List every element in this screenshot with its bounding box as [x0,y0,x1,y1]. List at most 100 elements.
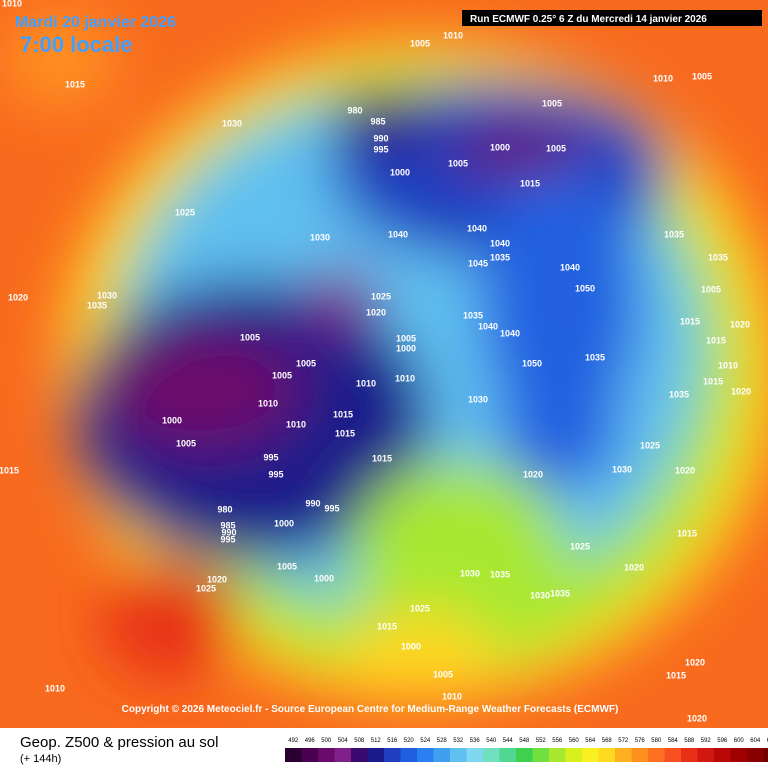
scale-swatch [648,748,665,762]
pressure-label: 1010 [45,683,65,693]
scale-swatch [747,748,764,762]
scale-label: 520 [404,738,415,744]
scale-label: 596 [717,738,728,744]
pressure-label: 1050 [575,283,595,293]
pressure-label: 1035 [550,588,570,598]
scale-label: 584 [668,738,679,744]
pressure-label: 1035 [664,229,684,239]
scale-label: 548 [519,738,530,744]
pressure-label: 1035 [708,252,728,262]
pressure-label: 1010 [286,419,306,429]
pressure-label: 1010 [395,373,415,383]
scale-label: 528 [437,738,448,744]
pressure-label: 1015 [520,178,540,188]
pressure-label: 1015 [703,376,723,386]
pressure-label: 1000 [162,415,182,425]
pressure-label: 1035 [87,300,107,310]
pressure-label: 1035 [490,252,510,262]
scale-label: 588 [684,738,695,744]
pressure-label: 980 [347,105,362,115]
pressure-label: 1020 [8,292,28,302]
pressure-label: 1015 [0,465,19,475]
scale-swatch [731,748,748,762]
scale-label: 504 [338,738,349,744]
pressure-label: 1005 [701,284,721,294]
pressure-label: 1045 [468,258,488,268]
date: Mardi 20 janvier 2026 [15,14,176,31]
pressure-label: 985 [370,116,385,126]
pressure-label: 1020 [685,657,705,667]
pressure-label: 1040 [560,262,580,272]
pressure-label: 1005 [396,333,416,343]
pressure-label: 995 [268,469,283,479]
pressure-label: 980 [217,504,232,514]
pressure-label: 1025 [175,207,195,217]
pressure-label: 1050 [522,358,542,368]
pressure-label: 1000 [401,641,421,651]
pressure-label: 995 [263,452,278,462]
pressure-label: 990 [373,133,388,143]
pressure-label: 1040 [388,229,408,239]
pressure-label: 1035 [463,310,483,320]
pressure-label: 1005 [692,71,712,81]
pressure-label: 1030 [468,394,488,404]
pressure-label: 1000 [490,142,510,152]
scale-swatch [516,748,533,762]
pressure-label: 1035 [585,352,605,362]
scale-label: 572 [618,738,629,744]
scale-label: 500 [321,738,332,744]
pressure-label: 1000 [390,167,410,177]
scale-swatch [450,748,467,762]
pressure-label: 1000 [274,518,294,528]
scale-label: 564 [585,738,596,744]
scale-label: 540 [486,738,497,744]
scale-swatch [318,748,335,762]
pressure-label: 1010 [356,378,376,388]
pressure-label: 990 [305,498,320,508]
pressure-label: 1015 [335,428,355,438]
pressure-label: 1015 [666,670,686,680]
pressure-label: 1030 [460,568,480,578]
scale-swatch [681,748,698,762]
pressure-label: 1015 [372,453,392,463]
pressure-label: 1005 [542,98,562,108]
pressure-label: 1005 [448,158,468,168]
pressure-label: 1015 [333,409,353,419]
scale-swatch [500,748,517,762]
pressure-label: 995 [324,503,339,513]
pressure-label: 1005 [546,143,566,153]
pressure-label: 1015 [377,621,397,631]
scale-swatch [351,748,368,762]
scale-swatch [615,748,632,762]
pressure-label: 995 [220,534,235,544]
scale-label: 524 [420,738,431,744]
pressure-label: 1030 [310,232,330,242]
scale-swatch [665,748,682,762]
scale-label: 536 [470,738,481,744]
scale-swatch [549,748,566,762]
pressure-label: 1010 [443,30,463,40]
pressure-label: 1040 [478,321,498,331]
pressure-label: 1005 [176,438,196,448]
scale-swatch [384,748,401,762]
pressure-label: 1020 [523,469,543,479]
pressure-label: 1025 [196,583,216,593]
scale-label: 580 [651,738,662,744]
scale-swatch [417,748,434,762]
scale-swatch [599,748,616,762]
pressure-label: 1030 [612,464,632,474]
scale-swatch [714,748,731,762]
pressure-label: 1015 [706,335,726,345]
scale-label: 512 [371,738,382,744]
pressure-label: 1015 [65,79,85,89]
pressure-label: 1020 [687,713,707,723]
pressure-label: 1035 [490,569,510,579]
pressure-label: 1010 [2,0,22,8]
scale-label: 532 [453,738,464,744]
scale-swatch [467,748,484,762]
pressure-label: 1005 [277,561,297,571]
pressure-label: 1005 [240,332,260,342]
pressure-label: 1040 [500,328,520,338]
pressure-label: 1015 [680,316,700,326]
